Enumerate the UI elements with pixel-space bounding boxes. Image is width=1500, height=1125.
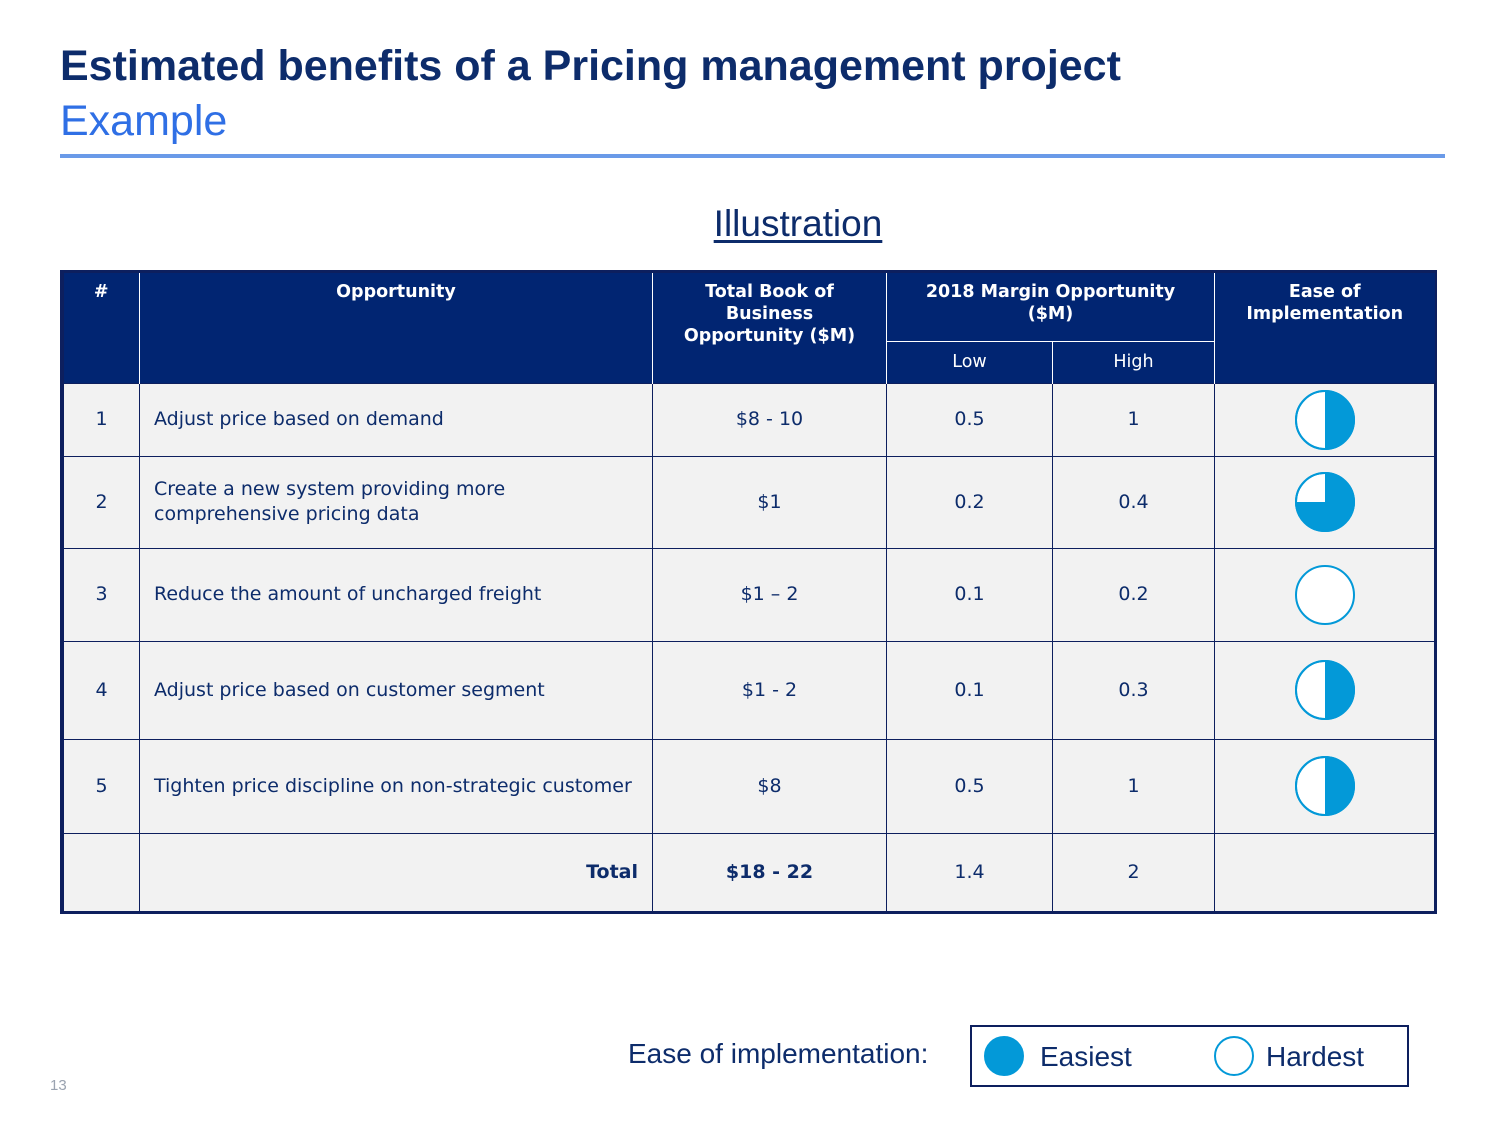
row-high: 1 [1051, 382, 1216, 457]
ease-harvey-ball-icon [1294, 756, 1355, 816]
legend-label: Ease of implementation: [628, 1038, 929, 1069]
row-total-book: $1 [652, 455, 887, 549]
ease-circle-border [1294, 756, 1355, 816]
legend-hardest: Hardest [1266, 1041, 1365, 1072]
page-subtitle: Example [60, 97, 228, 145]
ease-fill-wedge [1295, 473, 1354, 531]
ease-harvey-ball-icon [1294, 564, 1355, 625]
legend-box: Easiest Hardest [970, 1025, 1409, 1087]
total-label: Total [139, 832, 653, 912]
ease-circle-outline [1294, 564, 1355, 625]
ease-circle-border [1294, 660, 1355, 720]
row-opportunity: Adjust price based on customer segment [139, 640, 653, 740]
page-title: Estimated benefits of a Pricing manageme… [60, 42, 1121, 90]
row-ease [1214, 547, 1436, 642]
title-divider [60, 154, 1445, 158]
row-low: 0.1 [886, 640, 1053, 740]
total-book: $18 - 22 [652, 832, 887, 912]
total-low: 1.4 [886, 832, 1053, 912]
total-row: Total $18 - 22 1.4 2 [63, 832, 1436, 912]
full-circle-icon [984, 1036, 1024, 1076]
row-total-book: $1 – 2 [652, 547, 887, 642]
table-row: 2 Create a new system providing more com… [63, 455, 1436, 549]
row-num: 4 [63, 640, 140, 740]
ease-harvey-ball-icon [1294, 472, 1355, 532]
row-high: 0.2 [1051, 547, 1216, 642]
ease-harvey-ball-icon [1294, 660, 1355, 720]
header-high: High [1051, 340, 1216, 383]
header-num: # [63, 273, 140, 383]
header-total-book: Total Book of Business Opportunity ($M) [652, 273, 887, 383]
page-number: 13 [50, 1077, 67, 1094]
empty-circle-icon [1214, 1036, 1254, 1076]
row-total-book: $8 [652, 738, 887, 834]
row-num: 2 [63, 455, 140, 549]
ease-harvey-ball-icon [1294, 389, 1355, 450]
header-ease: Ease of Implementation [1214, 273, 1435, 383]
total-num-empty [63, 832, 140, 912]
row-opportunity: Adjust price based on demand [139, 382, 653, 457]
row-low: 0.5 [886, 382, 1053, 457]
legend-easiest: Easiest [1040, 1041, 1132, 1072]
row-opportunity: Reduce the amount of uncharged freight [139, 547, 653, 642]
row-ease [1214, 382, 1436, 457]
row-num: 3 [63, 547, 140, 642]
row-num: 1 [63, 382, 140, 457]
table-row: 3 Reduce the amount of uncharged freight… [63, 547, 1436, 642]
row-num: 5 [63, 738, 140, 834]
row-high: 0.3 [1051, 640, 1216, 740]
ease-circle-border [1294, 389, 1355, 450]
table-row: 4 Adjust price based on customer segment… [63, 640, 1436, 740]
row-opportunity: Tighten price discipline on non-strategi… [139, 738, 653, 834]
row-ease [1214, 738, 1436, 834]
ease-fill-wedge [1324, 661, 1354, 719]
row-ease [1214, 640, 1436, 740]
row-low: 0.1 [886, 547, 1053, 642]
row-opportunity: Create a new system providing more compr… [139, 455, 653, 549]
total-ease-empty [1214, 832, 1436, 912]
row-total-book: $8 - 10 [652, 382, 887, 457]
row-low: 0.2 [886, 455, 1053, 549]
row-high: 0.4 [1051, 455, 1216, 549]
ease-circle-border [1294, 472, 1355, 532]
header-opportunity: Opportunity [139, 273, 653, 383]
illustration-label: Illustration [713, 203, 883, 244]
ease-fill-wedge [1324, 390, 1354, 449]
row-high: 1 [1051, 738, 1216, 834]
row-ease [1214, 455, 1436, 549]
row-total-book: $1 - 2 [652, 640, 887, 740]
opportunity-table: # Opportunity Total Book of Business Opp… [60, 270, 1437, 914]
table-row: 1 Adjust price based on demand $8 - 10 0… [63, 382, 1436, 457]
ease-fill-wedge [1324, 757, 1354, 815]
total-high: 2 [1051, 832, 1216, 912]
header-low: Low [886, 340, 1053, 383]
header-margin: 2018 Margin Opportunity ($M) [885, 273, 1216, 341]
row-low: 0.5 [886, 738, 1053, 834]
table-row: 5 Tighten price discipline on non-strate… [63, 738, 1436, 834]
